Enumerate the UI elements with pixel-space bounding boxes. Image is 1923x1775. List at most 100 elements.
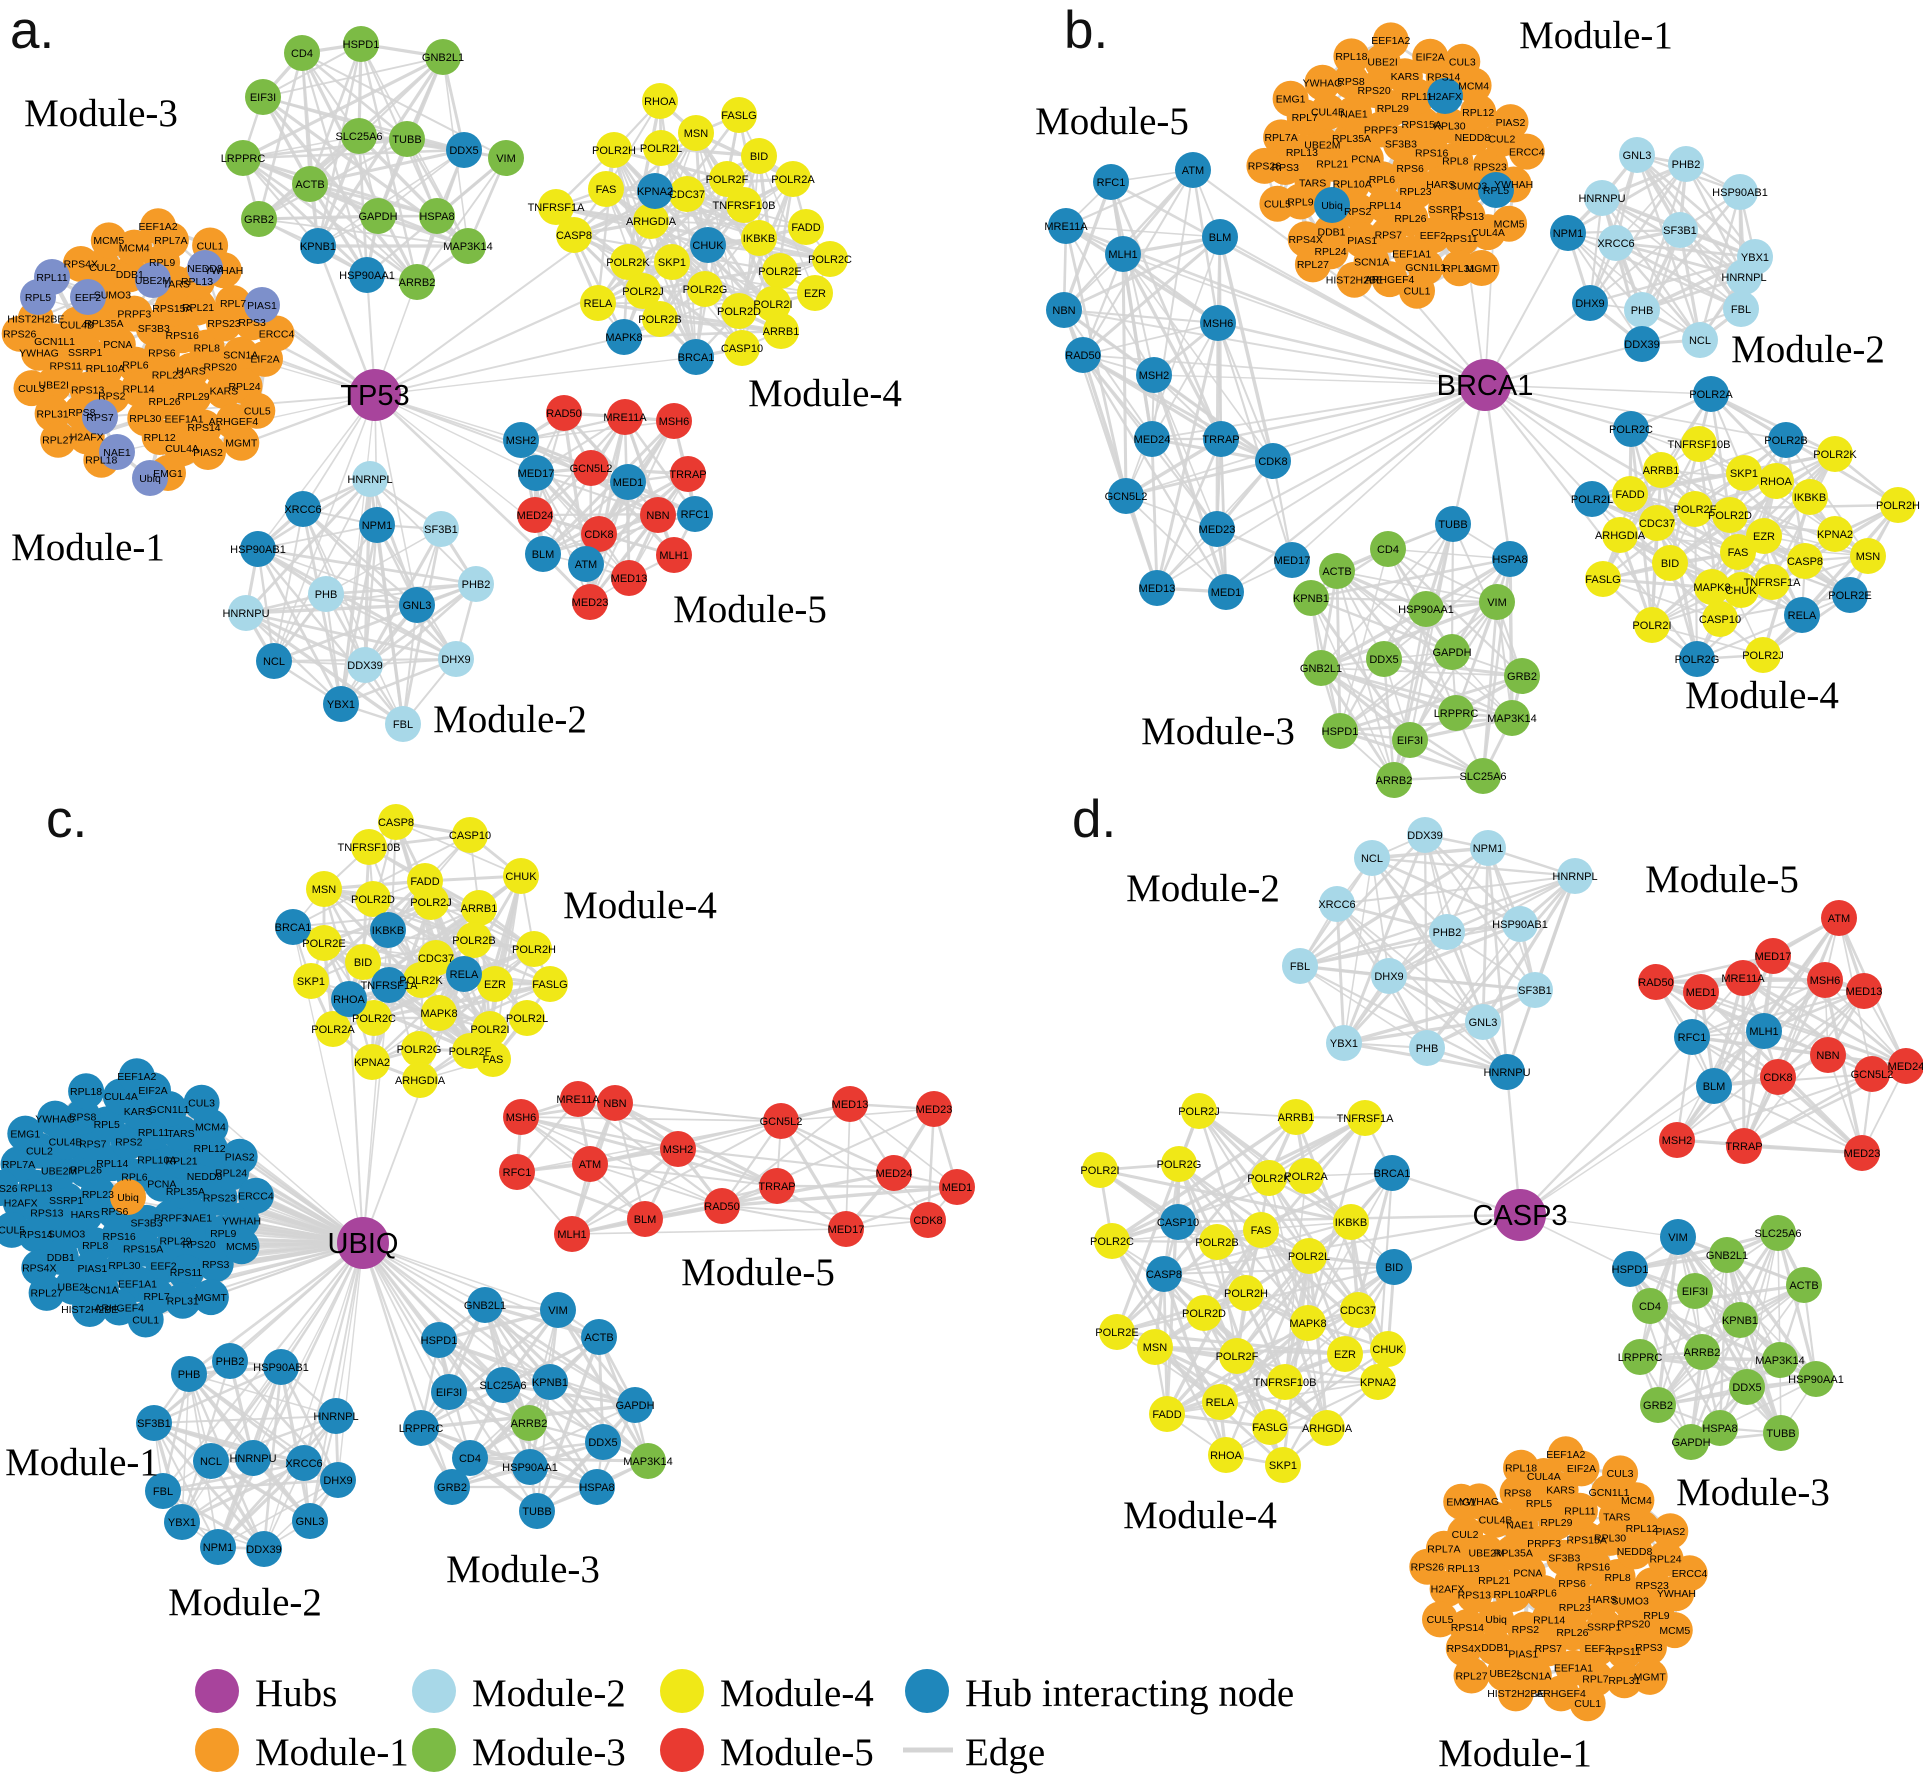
gene-label: RPL7A (154, 235, 187, 247)
gene-label: MED13 (1139, 583, 1176, 595)
gene-node (518, 455, 554, 491)
gene-label: TRRAP (669, 469, 706, 481)
gene-label: ARRB1 (763, 326, 800, 338)
gene-label: RPL24 (1314, 246, 1346, 258)
gene-label: KPNB1 (532, 1377, 568, 1389)
edge (340, 394, 376, 705)
edge (1268, 1117, 1366, 1179)
edge (1519, 1030, 1765, 1216)
gene-label: HNRNPU (222, 608, 269, 620)
edge (588, 473, 690, 603)
gene-label: FBL (153, 1486, 173, 1498)
edge (1151, 322, 1219, 440)
edge (1320, 666, 1484, 778)
gene-label: POLR2H (1876, 500, 1920, 512)
gene-node (1755, 938, 1791, 974)
gene-node (1846, 973, 1882, 1009)
legend-swatch (905, 1669, 949, 1713)
gene-node (517, 497, 553, 533)
gene-label: MLH1 (557, 1229, 586, 1241)
edge (549, 1381, 649, 1462)
gene-label: MED24 (1888, 1061, 1923, 1073)
gene-label: RPS20 (1357, 85, 1390, 97)
gene-label: BRCA1 (678, 352, 715, 364)
edge (1197, 1110, 1287, 1383)
panel-letter: c. (46, 790, 87, 849)
gene-node (1612, 1251, 1648, 1287)
edge (405, 138, 470, 247)
gene-node (450, 228, 486, 264)
gene-label: PCNA (1513, 1568, 1542, 1580)
module-label: Module-4 (563, 884, 717, 927)
gene-label: RPS7 (86, 412, 114, 424)
edge (216, 1415, 338, 1548)
edge (779, 1120, 848, 1230)
gene-node (596, 132, 632, 168)
gene-node (1290, 1305, 1326, 1341)
gene-label: EIF3I (436, 1387, 462, 1399)
gene-node (1618, 1482, 1655, 1519)
gene-label: CASP8 (378, 817, 414, 829)
gene-node (1371, 958, 1407, 994)
gene-node (221, 1138, 258, 1175)
edge (1655, 981, 1745, 1147)
gene-label: RFC1 (503, 1167, 532, 1179)
edge (1668, 393, 1713, 564)
gene-label: HIST2H2BE (1487, 1688, 1544, 1700)
gene-label: BLM (1209, 232, 1232, 244)
gene-label: RPL8 (82, 1240, 108, 1252)
gene-node (1491, 205, 1528, 242)
gene-node (1888, 1048, 1923, 1084)
gene-node (1760, 1059, 1796, 1095)
gene-label: RPL26 (1556, 1627, 1588, 1639)
gene-node (512, 1449, 548, 1485)
gene-node (359, 507, 395, 543)
gene-label: CHUK (1372, 1344, 1404, 1356)
gene-node (1409, 1548, 1446, 1585)
gene-node (0, 1211, 30, 1248)
gene-label: CASP10 (721, 343, 763, 355)
edge (555, 205, 831, 261)
edge (242, 156, 418, 284)
gene-label: EIF2A (138, 1085, 167, 1097)
gene-label: MGMT (195, 1292, 228, 1304)
edge (263, 1242, 364, 1550)
gene-label: CDK8 (913, 1215, 942, 1227)
gene-label: RPL24 (215, 1167, 247, 1179)
gene-node (1602, 517, 1638, 553)
gene-label: RPL9 (1287, 196, 1313, 208)
gene-label: RPL5 (94, 1119, 120, 1131)
gene-label: SUMO3 (1450, 181, 1488, 193)
gene-label: RELA (1206, 1397, 1235, 1409)
gene-node (1726, 259, 1762, 295)
gene-label: EEF1A2 (139, 221, 178, 233)
edge (309, 56, 444, 185)
gene-label: CDC37 (1639, 518, 1675, 530)
edge (1216, 384, 1486, 530)
gene-label: YWHAH (204, 265, 243, 277)
gene-node (654, 244, 690, 280)
gene-node (371, 967, 407, 1003)
gene-node (315, 1011, 351, 1047)
gene-label: BLM (1703, 1081, 1726, 1093)
gene-label: RPL6 (121, 1171, 147, 1183)
gene-label: POLR2A (311, 1024, 355, 1036)
edge (1519, 1036, 1693, 1216)
gene-node (1376, 762, 1412, 798)
gene-node (1372, 22, 1409, 59)
gene-label: TARS (163, 279, 190, 291)
legend-label: Edge (965, 1731, 1045, 1774)
gene-label: CUL4A (104, 1091, 138, 1103)
edge (1065, 225, 1221, 238)
gene-node (509, 1000, 545, 1036)
gene-node (425, 39, 461, 75)
gene-label: POLR2D (1708, 510, 1752, 522)
gene-label: RPL23 (1559, 1602, 1591, 1614)
gene-label: CUL2 (89, 262, 116, 274)
gene-label: RPL8 (1604, 1572, 1630, 1584)
gene-label: RPL35A (1332, 133, 1371, 145)
edge (1236, 1255, 1310, 1357)
edge (402, 604, 418, 725)
module-label: Module-1 (11, 526, 165, 569)
gene-label: HSPD1 (421, 1335, 458, 1347)
